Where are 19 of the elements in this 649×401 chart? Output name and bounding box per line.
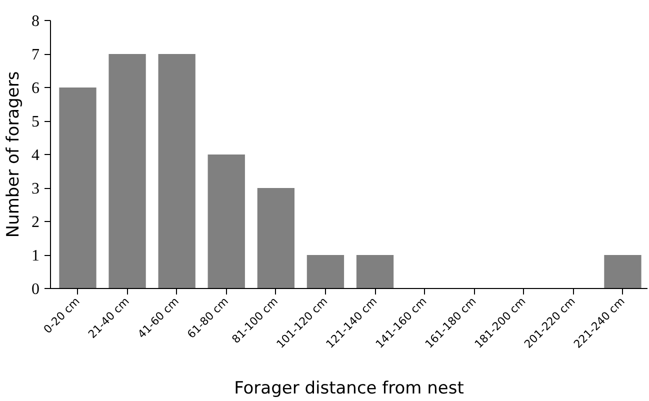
x-axis-title: Forager distance from nest bbox=[234, 378, 464, 399]
bar bbox=[158, 54, 196, 288]
y-tick-label: 4 bbox=[32, 147, 40, 164]
y-tick-label: 0 bbox=[32, 281, 40, 298]
bar bbox=[356, 255, 394, 288]
y-tick-label: 7 bbox=[32, 46, 40, 64]
bar bbox=[59, 88, 96, 288]
bar bbox=[108, 54, 146, 288]
bar bbox=[208, 154, 245, 288]
y-tick-label: 5 bbox=[32, 114, 40, 130]
y-tick-label: 2 bbox=[32, 214, 40, 231]
y-axis-title: Number of foragers bbox=[4, 71, 24, 238]
y-tick-label: 3 bbox=[32, 180, 40, 198]
bar bbox=[306, 255, 344, 288]
bar bbox=[257, 188, 294, 288]
bar bbox=[604, 255, 642, 288]
y-tick-label: 6 bbox=[32, 80, 40, 97]
y-tick-label: 8 bbox=[32, 13, 40, 30]
y-tick-label: 1 bbox=[32, 248, 40, 264]
